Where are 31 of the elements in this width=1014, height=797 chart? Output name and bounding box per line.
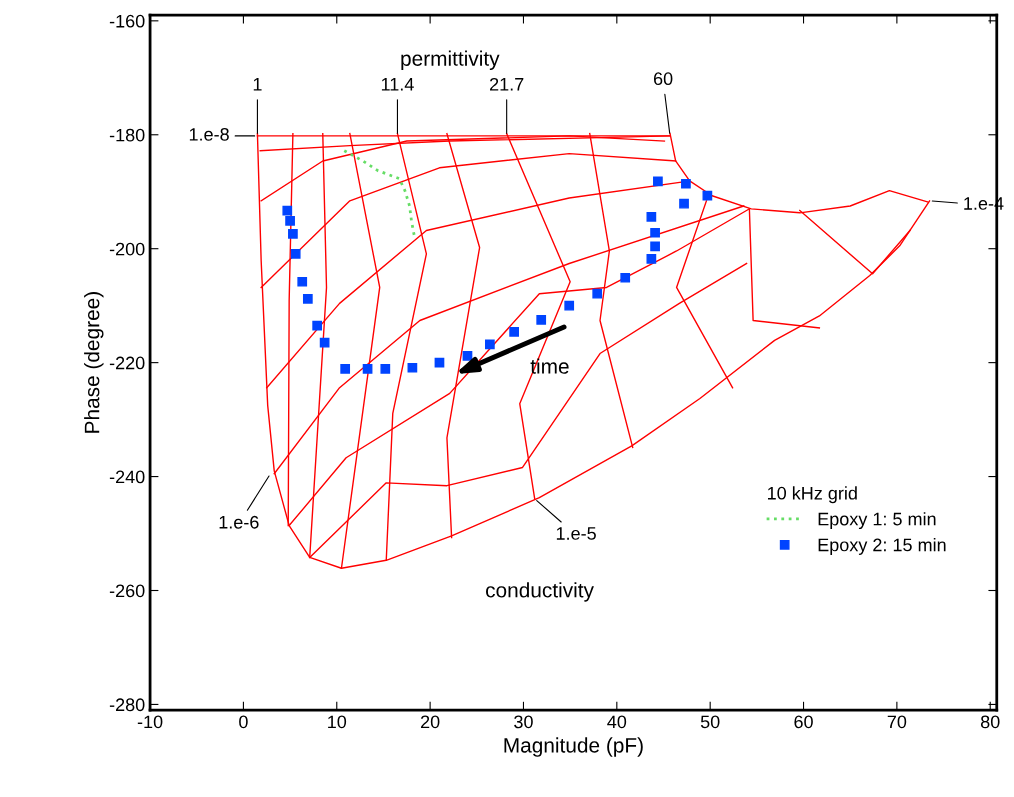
x-tick-label: 10 xyxy=(328,715,347,729)
annotation: permittivity xyxy=(401,50,500,71)
annotation: 21.7 xyxy=(490,77,524,91)
x-tick-label: 20 xyxy=(420,715,440,729)
y-axis-title: Phase (degree) xyxy=(84,292,104,433)
annotation: 1 xyxy=(253,78,262,91)
x-tick-label: 50 xyxy=(700,715,720,729)
annotation: 60 xyxy=(653,72,673,86)
x-tick-label: 80 xyxy=(980,715,1000,729)
annotation: conductivity xyxy=(486,582,594,602)
y-tick-label: -180 xyxy=(109,128,145,142)
y-tick-label: -280 xyxy=(109,698,145,712)
x-tick-label: -10 xyxy=(137,715,163,729)
legend-label: Epoxy 1: 5 min xyxy=(818,512,936,530)
annotation: 1.e-5 xyxy=(556,527,596,540)
x-tick-label: 0 xyxy=(239,715,248,729)
x-tick-label: 70 xyxy=(887,715,907,729)
y-tick-label: -220 xyxy=(109,356,145,370)
y-tick-label: -260 xyxy=(109,584,145,598)
legend-title: 10 kHz grid xyxy=(768,486,857,504)
legend-label: Epoxy 2: 15 min xyxy=(818,538,946,555)
x-axis-title: Magnitude (pF) xyxy=(504,737,643,757)
y-tick-label: -160 xyxy=(109,14,145,28)
y-tick-label: -240 xyxy=(109,470,145,484)
annotation: 11.4 xyxy=(381,78,414,91)
annotation: 1.e-6 xyxy=(219,515,259,529)
x-tick-label: 60 xyxy=(794,715,813,729)
annotation: 1.e-8 xyxy=(189,127,229,141)
x-tick-label: 40 xyxy=(607,715,627,729)
y-tick-label: -200 xyxy=(109,242,145,256)
x-tick-label: 30 xyxy=(514,715,533,729)
